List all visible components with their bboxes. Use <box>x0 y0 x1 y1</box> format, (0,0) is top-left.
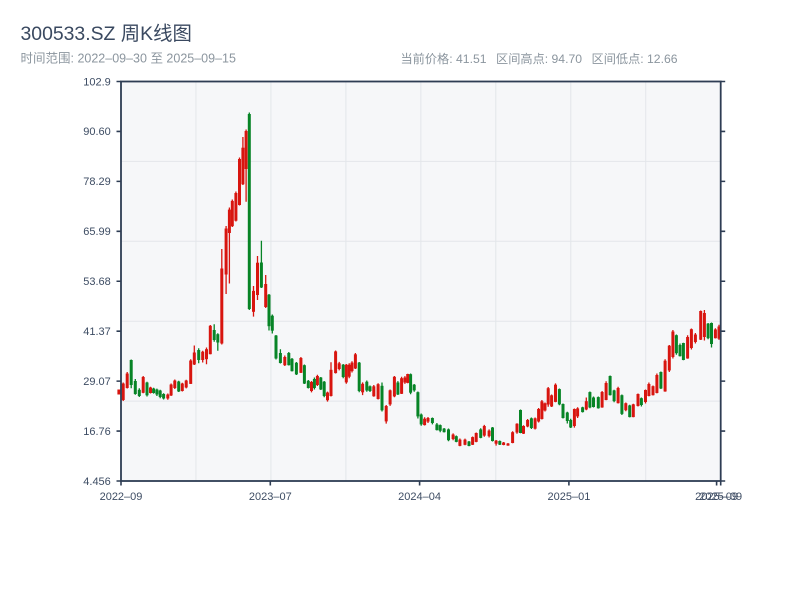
svg-text:4.456: 4.456 <box>83 476 111 488</box>
svg-text:2025–01: 2025–01 <box>547 491 590 503</box>
svg-text:78.29: 78.29 <box>83 176 111 188</box>
svg-text:2024–04: 2024–04 <box>398 491 441 503</box>
svg-text:300533.SZ 周K线图: 300533.SZ 周K线图 <box>21 23 192 45</box>
svg-text:2022–09: 2022–09 <box>100 491 143 503</box>
svg-text:2025–09: 2025–09 <box>699 491 742 503</box>
svg-text:102.9: 102.9 <box>83 76 111 88</box>
svg-text:时间范围: 2022–09–30 至 2025–09–15: 时间范围: 2022–09–30 至 2025–09–15 <box>21 52 236 66</box>
svg-text:53.68: 53.68 <box>83 276 111 288</box>
svg-text:2025–09: 2025–09 <box>695 491 738 503</box>
svg-text:41.37: 41.37 <box>83 326 111 338</box>
svg-text:2023–07: 2023–07 <box>249 491 292 503</box>
svg-text:当前价格: 41.51 区间高点: 94.70 区间低点: 当前价格: 41.51 区间高点: 94.70 区间低点: 12.66 <box>401 51 678 66</box>
svg-text:29.07: 29.07 <box>83 376 111 388</box>
svg-text:90.60: 90.60 <box>83 126 111 138</box>
svg-text:16.76: 16.76 <box>83 426 111 438</box>
svg-text:65.99: 65.99 <box>83 226 111 238</box>
